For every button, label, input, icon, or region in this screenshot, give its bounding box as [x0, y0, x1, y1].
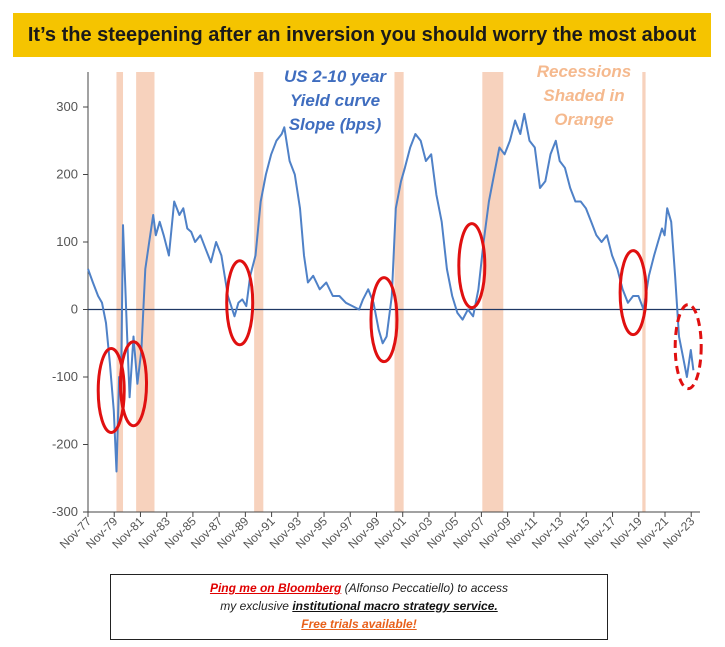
highlight-circle-5 [618, 249, 648, 337]
chart-title: It’s the steepening after an inversion y… [27, 23, 697, 46]
y-tick-label: -300 [52, 504, 78, 519]
y-tick-label: -200 [52, 437, 78, 452]
series-label-line-2: Yield curve [290, 91, 380, 110]
highlight-circle-2 [225, 259, 255, 347]
highlight-circle-6 [673, 303, 703, 391]
annotations: US 2-10 year Yield curve Slope (bps) Rec… [284, 62, 631, 134]
free-trial-link[interactable]: Free trials available! [301, 617, 417, 631]
recession-band-0 [116, 72, 124, 512]
title-banner: It’s the steepening after an inversion y… [13, 13, 711, 57]
recession-band-5 [642, 72, 646, 512]
recession-label-line-1: Recessions [537, 62, 632, 81]
series-line [87, 112, 695, 473]
recession-label-line-3: Orange [554, 110, 614, 129]
y-tick-label: -100 [52, 369, 78, 384]
promo-line-1-rest: (Alfonso Peccatiello) to access [341, 581, 509, 595]
y-tick-label: 0 [71, 302, 78, 317]
bloomberg-link[interactable]: Ping me on Bloomberg [209, 581, 342, 595]
recession-band-3 [394, 72, 404, 512]
y-tick-label: 100 [56, 234, 78, 249]
y-tick-label: 200 [56, 167, 78, 182]
yield-curve-chart: -300-200-1000100200300Nov-77Nov-79Nov-81… [52, 62, 703, 551]
promo-box: Ping me on Bloomberg (Alfonso Peccatiell… [110, 574, 608, 640]
series-label-line-1: US 2-10 year [284, 67, 387, 86]
service-link[interactable]: institutional macro strategy service. [292, 599, 498, 613]
recession-band-2 [254, 72, 264, 512]
series-path-0 [87, 112, 695, 473]
promo-line-3: Free trials available! [111, 615, 607, 633]
recession-label-line-2: Shaded in [543, 86, 624, 105]
promo-line-2: my exclusive institutional macro strateg… [111, 597, 607, 615]
highlight-circles [96, 222, 703, 434]
highlight-circle-0 [96, 347, 126, 434]
y-tick-label: 300 [56, 99, 78, 114]
highlight-circle-1 [119, 340, 149, 428]
highlight-circle-3 [369, 276, 399, 364]
promo-line-1: Ping me on Bloomberg (Alfonso Peccatiell… [111, 579, 607, 597]
recession-band-1 [136, 72, 155, 512]
recession-bands [116, 72, 646, 512]
promo-line-2-pre: my exclusive [220, 599, 293, 613]
series-label-line-3: Slope (bps) [289, 115, 382, 134]
highlight-circle-4 [457, 222, 487, 310]
recession-band-4 [482, 72, 504, 512]
